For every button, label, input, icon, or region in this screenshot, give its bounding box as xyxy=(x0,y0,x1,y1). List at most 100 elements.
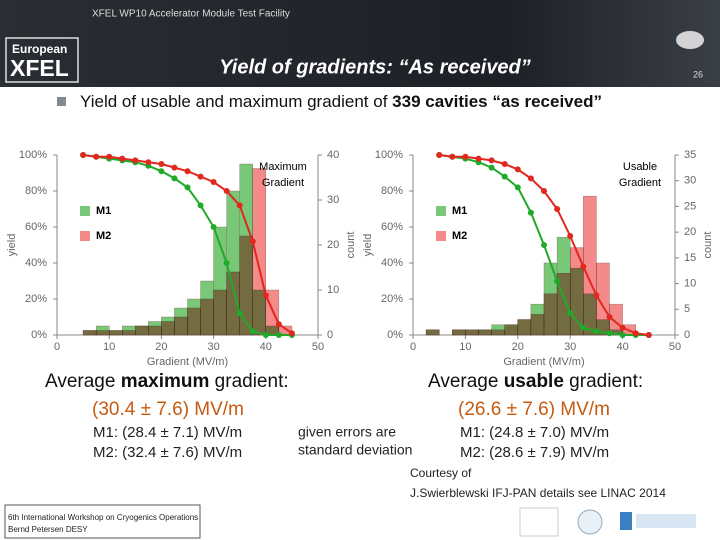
yield-point xyxy=(184,184,191,191)
summary-result: (26.6 ± 7.6) MV/m xyxy=(458,399,610,420)
yield-point xyxy=(158,161,165,167)
legend-label: M2 xyxy=(96,230,111,242)
logo-text: XFEL xyxy=(10,55,69,81)
yield-point xyxy=(158,168,165,175)
histogram-bar xyxy=(239,235,253,336)
logo-text: European xyxy=(12,42,67,56)
yield-point xyxy=(645,332,652,338)
histogram-bar xyxy=(425,329,440,336)
summary-result: (30.4 ± 7.6) MV/m xyxy=(92,399,244,420)
histogram-bar xyxy=(187,307,201,336)
yield-point xyxy=(501,161,508,167)
yield-point xyxy=(449,153,456,160)
annotation: Gradient xyxy=(262,177,304,189)
yield-point xyxy=(236,310,243,317)
slide-title: Yield of gradients: “As received” xyxy=(219,56,531,78)
y2-tick-label: 10 xyxy=(327,284,339,296)
yield-point xyxy=(184,168,191,175)
yield-point xyxy=(541,242,547,248)
y2-tick-label: 20 xyxy=(327,239,339,251)
x-tick-label: 40 xyxy=(260,341,272,353)
y2-tick-label: 30 xyxy=(684,175,696,187)
yield-point xyxy=(249,328,256,335)
x-tick-label: 50 xyxy=(312,341,324,353)
y2-tick-label: 20 xyxy=(684,226,696,238)
legend-swatch xyxy=(436,206,446,216)
header-glow xyxy=(676,31,704,49)
y2-tick-label: 5 xyxy=(684,303,690,315)
yield-point xyxy=(488,164,495,171)
histogram-bar xyxy=(596,262,610,336)
summary-m2: M2: (32.4 ± 7.6) MV/m xyxy=(93,444,242,461)
yield-point xyxy=(210,224,217,230)
summary-heading: Average usable gradient: xyxy=(428,371,643,392)
courtesy: J.Swierblewski IFJ-PAN details see LINAC… xyxy=(410,486,666,500)
yield-point xyxy=(554,278,561,284)
histogram-bar xyxy=(478,329,492,336)
x-tick-label: 30 xyxy=(564,341,576,353)
footer-box xyxy=(4,504,201,539)
legend-label: M1 xyxy=(452,205,467,217)
yield-point xyxy=(275,332,282,338)
histogram-bar xyxy=(504,324,519,336)
yield-point xyxy=(527,209,534,216)
courtesy: Courtesy of xyxy=(410,466,472,480)
yield-point xyxy=(262,332,269,338)
histogram-bar xyxy=(200,298,214,336)
legend-label: M1 xyxy=(96,205,111,217)
yield-point xyxy=(462,153,469,160)
footer-text: Bernd Petersen DESY xyxy=(8,525,88,534)
yield-point xyxy=(475,155,482,162)
histogram-bar xyxy=(465,329,479,336)
yield-point xyxy=(593,328,600,335)
y2-axis-label: count xyxy=(345,232,357,259)
yield-point xyxy=(288,330,295,337)
yield-point xyxy=(223,188,230,194)
yield-point xyxy=(580,263,587,270)
yield-point xyxy=(606,314,613,320)
y2-tick-label: 35 xyxy=(684,149,696,161)
yield-point xyxy=(619,324,626,331)
y-tick-label: 80% xyxy=(381,185,403,197)
yield-point xyxy=(80,152,87,158)
histogram-bar xyxy=(543,293,558,336)
partner-logo xyxy=(620,512,632,530)
x-tick-label: 40 xyxy=(616,341,628,353)
yield-point xyxy=(619,332,626,338)
x-tick-label: 30 xyxy=(207,341,219,353)
legend-label: M2 xyxy=(452,230,467,242)
text-span: gradient: xyxy=(209,371,288,392)
yield-point xyxy=(171,175,178,182)
yield-point xyxy=(554,206,561,212)
legend-swatch xyxy=(80,206,90,216)
x-tick-label: 10 xyxy=(459,341,471,353)
yield-point xyxy=(93,153,100,160)
histogram-bar xyxy=(530,314,545,336)
histogram-bar xyxy=(122,330,136,336)
histogram-bar xyxy=(82,330,97,336)
y2-tick-label: 40 xyxy=(327,149,339,161)
page-number: 26 xyxy=(693,69,703,79)
y-tick-label: 100% xyxy=(375,149,403,161)
x-tick-label: 20 xyxy=(155,341,167,353)
yield-point xyxy=(436,152,443,158)
y2-tick-label: 0 xyxy=(327,329,333,341)
x-tick-label: 0 xyxy=(54,341,60,353)
y-tick-label: 0% xyxy=(387,329,403,341)
footer-text: 6th International Workshop on Cryogenics… xyxy=(8,513,198,522)
y-axis-label: yield xyxy=(6,234,18,257)
y2-tick-label: 25 xyxy=(684,200,696,212)
y2-tick-label: 0 xyxy=(684,329,690,341)
y-tick-label: 60% xyxy=(381,221,403,233)
yield-point xyxy=(249,238,256,245)
note: standard deviation xyxy=(298,442,412,458)
y2-axis-label: count xyxy=(702,232,714,259)
y2-tick-label: 30 xyxy=(327,194,339,206)
y-tick-label: 0% xyxy=(31,329,47,341)
yield-point xyxy=(106,153,113,160)
text-span: maximum xyxy=(121,371,210,392)
x-axis-label: Gradient (MV/m) xyxy=(503,356,584,368)
annotation: Maximum xyxy=(259,161,307,173)
yield-point xyxy=(527,175,534,182)
yield-point xyxy=(632,330,639,337)
